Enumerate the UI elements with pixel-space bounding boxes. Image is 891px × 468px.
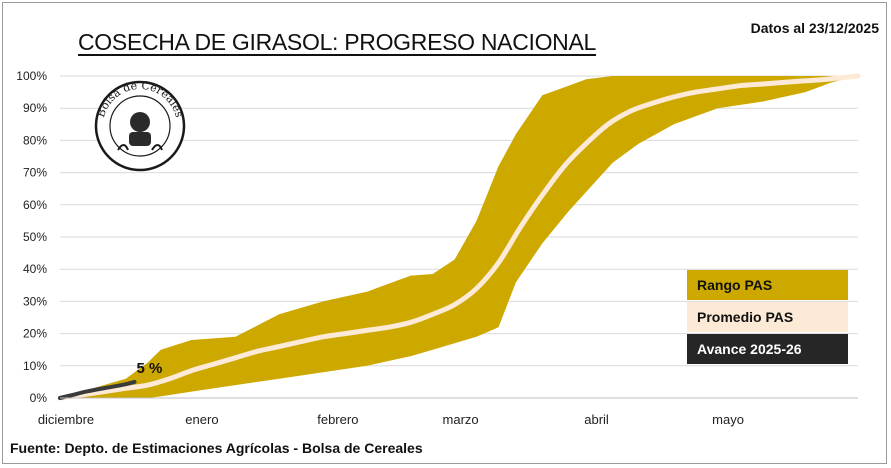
x-tick-label: marzo — [443, 412, 479, 427]
legend-label: Rango PAS — [697, 277, 773, 293]
y-axis-labels: 0% 10% 20% 30% 40% 50% 60% 70% 80% 90% 100% — [16, 69, 47, 405]
current-value-label: 5 % — [137, 360, 163, 377]
y-tick-label: 100% — [16, 69, 47, 83]
y-tick-label: 0% — [30, 391, 48, 405]
y-tick-label: 60% — [23, 198, 47, 212]
legend-item-current: Avance 2025-26 — [687, 334, 848, 364]
legend-item-mean: Promedio PAS — [687, 302, 848, 332]
page-title: COSECHA DE GIRASOL: PROGRESO NACIONAL — [78, 29, 597, 55]
y-tick-label: 90% — [23, 101, 47, 115]
x-tick-label: mayo — [712, 412, 744, 427]
legend-label: Avance 2025-26 — [697, 341, 802, 357]
y-tick-label: 40% — [23, 262, 47, 276]
x-tick-label: abril — [584, 412, 609, 427]
range-band — [60, 76, 858, 398]
x-tick-label: diciembre — [38, 412, 94, 427]
x-axis-labels: diciembre enero febrero marzo abril mayo — [38, 412, 744, 427]
y-tick-label: 20% — [23, 327, 47, 341]
legend-item-range: Rango PAS — [687, 270, 848, 300]
mean-line — [57, 73, 861, 401]
y-tick-label: 10% — [23, 359, 47, 373]
y-tick-label: 50% — [23, 230, 47, 244]
bolsa-de-cereales-seal-icon: Bolsa de Cereales — [94, 79, 186, 172]
current-season-line — [58, 379, 137, 400]
y-tick-label: 80% — [23, 133, 47, 147]
y-tick-label: 70% — [23, 166, 47, 180]
source-note: Fuente: Depto. de Estimaciones Agrícolas… — [10, 440, 423, 456]
x-tick-label: enero — [185, 412, 218, 427]
date-note: Datos al 23/12/2025 — [750, 20, 879, 36]
x-tick-label: febrero — [317, 412, 358, 427]
legend-label: Promedio PAS — [697, 309, 794, 325]
y-tick-label: 30% — [23, 294, 47, 308]
